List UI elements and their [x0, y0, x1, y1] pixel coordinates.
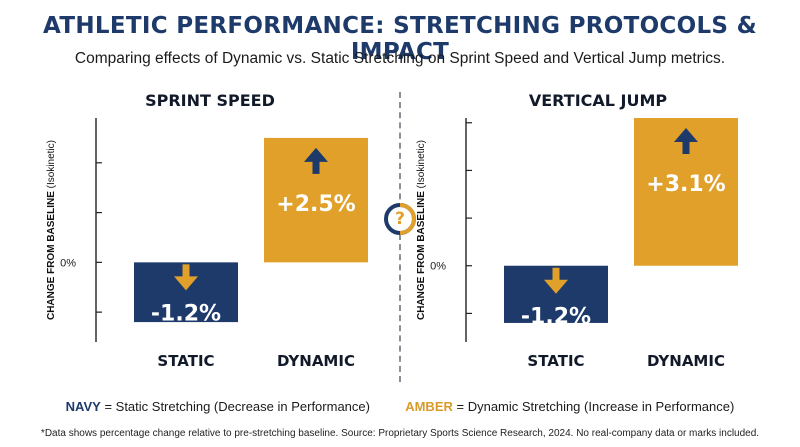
- vertical-jump-chart: 0%CHANGE FROM BASELINE (Isokinetic) -1.2%…: [416, 118, 738, 370]
- y-axis-label-suffix: (Isokinetic): [416, 140, 427, 188]
- footnote: *Data shows percentage change relative t…: [40, 428, 760, 439]
- page-title: ATHLETIC PERFORMANCE: STRETCHING PROTOCO…: [43, 13, 757, 65]
- panel-divider: [399, 92, 401, 382]
- category-label: DYNAMIC: [647, 352, 725, 370]
- vertical-jump-panel: VERTICAL JUMP 0% CHANGE FROM BASELINE (Is…: [416, 0, 778, 380]
- legend-amber-text: = Dynamic Stretching (Increase in Perfor…: [452, 399, 735, 414]
- question-mark: ?: [395, 208, 405, 229]
- category-label: STATIC: [157, 352, 214, 370]
- bar-value-label: -1.2%: [151, 301, 221, 326]
- category-label: STATIC: [527, 352, 584, 370]
- arrow-up-icon: [304, 147, 328, 174]
- zero-label: 0%: [60, 257, 76, 269]
- legend-amber-key: AMBER: [405, 399, 453, 414]
- bar-value-label: +2.5%: [276, 192, 355, 217]
- y-axis-label-main: CHANGE FROM BASELINE: [46, 188, 57, 320]
- y-axis-label: CHANGE FROM BASELINE (Isokinetic): [416, 140, 427, 320]
- sprint-speed-panel: SPRINT SPEED 0% CHANGE FROM BASELINE (Iso…: [30, 0, 390, 380]
- legend-navy-key: NAVY: [65, 399, 101, 414]
- y-axis-label-suffix: (Isokinetic): [46, 140, 57, 188]
- bar-value-label: -1.2%: [521, 305, 591, 330]
- category-label: DYNAMIC: [277, 352, 355, 370]
- arrow-down-icon: [174, 264, 198, 291]
- y-axis-label: CHANGE FROM BASELINE (Isokinetic): [46, 140, 57, 320]
- vertical-jump-title: VERTICAL JUMP: [528, 91, 668, 110]
- question-badge-icon: ?: [384, 203, 416, 235]
- arrow-up-icon: [674, 128, 698, 154]
- legend-navy-text: = Static Stretching (Decrease in Perform…: [100, 399, 370, 414]
- legend: NAVY = Static Stretching (Decrease in Pe…: [0, 399, 800, 414]
- bar-value-label: +3.1%: [646, 172, 725, 197]
- y-axis-label-main: CHANGE FROM BASELINE: [416, 188, 427, 320]
- sprint-speed-chart: 0%CHANGE FROM BASELINE (Isokinetic) -1.2%…: [46, 118, 368, 370]
- zero-label: 0%: [430, 261, 446, 273]
- sprint-speed-title: SPRINT SPEED: [145, 91, 275, 110]
- page-subtitle: Comparing effects of Dynamic vs. Static …: [74, 50, 726, 67]
- arrow-down-icon: [544, 267, 568, 294]
